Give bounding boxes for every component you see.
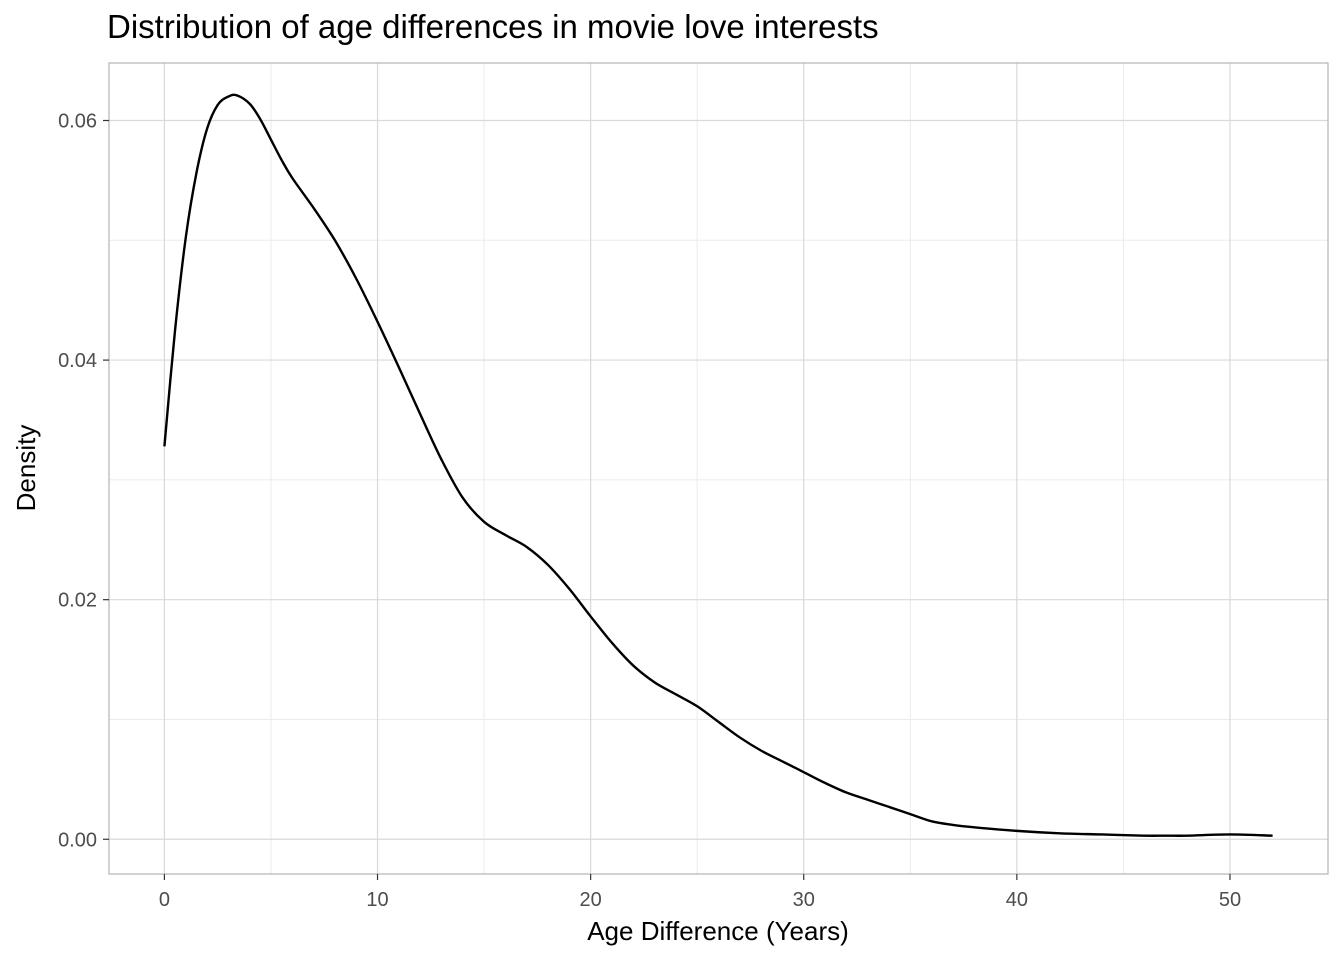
y-tick-label: 0.06 <box>58 111 97 133</box>
y-tick-label: 0.00 <box>58 829 97 851</box>
panel-border <box>108 62 1329 875</box>
x-tick-label: 10 <box>366 889 388 911</box>
y-tick-label: 0.02 <box>58 590 97 612</box>
density-line <box>163 93 1273 837</box>
chart-title: Distribution of age differences in movie… <box>107 8 879 45</box>
x-tick-label: 20 <box>580 889 602 911</box>
y-axis-ticks: 0.00 0.02 0.04 0.06 <box>58 111 109 851</box>
x-tick-label: 0 <box>159 889 170 911</box>
y-axis-title: Density <box>11 425 41 512</box>
x-axis-ticks: 0 10 20 30 40 50 <box>159 874 1241 911</box>
x-tick-label: 40 <box>1006 889 1028 911</box>
x-axis-title: Age Difference (Years) <box>587 916 849 946</box>
x-tick-label: 50 <box>1219 889 1241 911</box>
major-gridlines <box>109 63 1328 874</box>
y-tick-label: 0.04 <box>58 350 97 372</box>
density-series <box>163 93 1273 837</box>
x-tick-label: 30 <box>793 889 815 911</box>
minor-gridlines <box>109 63 1328 874</box>
